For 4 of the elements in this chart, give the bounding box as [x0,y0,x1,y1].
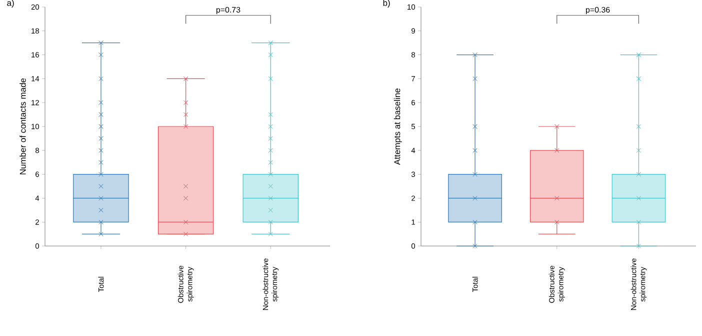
chart-title: a) [7,0,14,8]
chart-title: b) [383,0,390,8]
y-axis-title: Attempts at baseline [394,88,402,165]
y-axis-title: Number of contacts made [20,78,26,174]
